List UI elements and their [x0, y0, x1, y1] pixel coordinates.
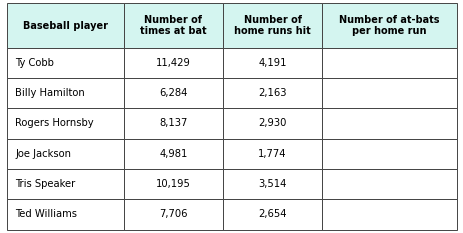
Text: 6,284: 6,284: [159, 88, 187, 98]
Text: 8,137: 8,137: [159, 118, 187, 128]
Text: 10,195: 10,195: [156, 179, 190, 189]
Bar: [7, 3, 124, 48]
Text: Rogers Hornsby: Rogers Hornsby: [15, 118, 94, 128]
Text: 2,930: 2,930: [258, 118, 286, 128]
Text: Ty Cobb: Ty Cobb: [15, 58, 54, 68]
Text: 1,774: 1,774: [258, 149, 286, 159]
Text: 11,429: 11,429: [156, 58, 190, 68]
Bar: [124, 3, 223, 48]
Text: Number of at-bats
per home run: Number of at-bats per home run: [338, 15, 439, 36]
Bar: [223, 199, 321, 230]
Text: Billy Hamilton: Billy Hamilton: [15, 88, 85, 98]
Bar: [124, 169, 223, 199]
Text: Ted Williams: Ted Williams: [15, 209, 77, 219]
Bar: [223, 78, 321, 108]
Bar: [223, 139, 321, 169]
Text: 7,706: 7,706: [159, 209, 188, 219]
Bar: [321, 108, 456, 139]
Bar: [321, 3, 456, 48]
Bar: [124, 48, 223, 78]
Text: 3,514: 3,514: [258, 179, 286, 189]
Bar: [124, 199, 223, 230]
Bar: [7, 78, 124, 108]
Text: 2,654: 2,654: [258, 209, 286, 219]
Text: 4,981: 4,981: [159, 149, 187, 159]
Bar: [223, 3, 321, 48]
Bar: [7, 199, 124, 230]
Bar: [321, 48, 456, 78]
Text: 2,163: 2,163: [258, 88, 286, 98]
Bar: [124, 78, 223, 108]
Bar: [223, 169, 321, 199]
Text: 4,191: 4,191: [258, 58, 286, 68]
Bar: [223, 108, 321, 139]
Text: Joe Jackson: Joe Jackson: [15, 149, 71, 159]
Bar: [124, 139, 223, 169]
Text: Number of
home runs hit: Number of home runs hit: [234, 15, 310, 36]
Bar: [321, 139, 456, 169]
Bar: [7, 169, 124, 199]
Bar: [321, 78, 456, 108]
Bar: [321, 169, 456, 199]
Bar: [124, 108, 223, 139]
Bar: [7, 139, 124, 169]
Bar: [7, 108, 124, 139]
Text: Tris Speaker: Tris Speaker: [15, 179, 75, 189]
Bar: [223, 48, 321, 78]
Text: Number of
times at bat: Number of times at bat: [140, 15, 206, 36]
Bar: [321, 199, 456, 230]
Bar: [7, 48, 124, 78]
Text: Baseball player: Baseball player: [23, 21, 108, 31]
